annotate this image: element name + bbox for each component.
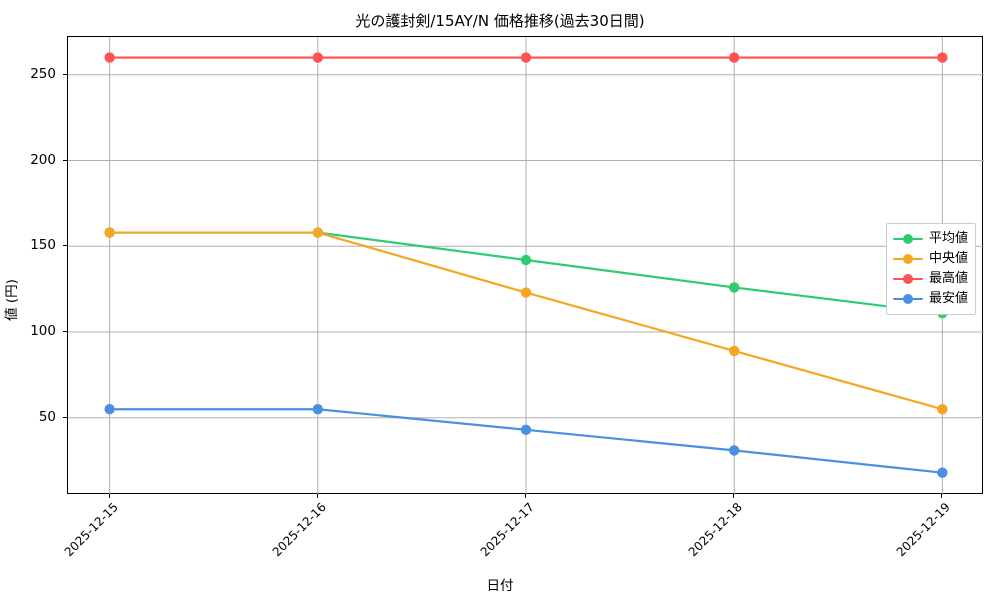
y-axis-tick-label: 100: [30, 323, 56, 340]
y-axis-tick-label: 150: [30, 237, 56, 254]
y-axis-tick-label: 50: [38, 408, 56, 425]
x-axis-tick-mark: [525, 494, 526, 498]
x-axis-tick-label: 2025-12-17: [477, 500, 537, 560]
legend-item-label: 最安値: [929, 291, 969, 306]
y-axis-tick-label: 250: [30, 65, 56, 82]
x-axis-tick-mark: [733, 494, 735, 498]
y-axis-tick-mark: [63, 73, 67, 75]
data-point: [728, 52, 740, 63]
legend-item-label: 最高値: [929, 271, 969, 286]
data-point: [312, 227, 324, 238]
y-axis-tick-mark: [63, 331, 67, 333]
y-axis-tick-labels: 50 100 150 200 250: [0, 36, 56, 494]
y-axis-tick-mark: [63, 245, 67, 247]
data-point: [728, 345, 740, 357]
data-point: [104, 404, 115, 415]
plot-area: [67, 36, 984, 495]
legend-item-label: 平均値: [929, 231, 969, 246]
data-point: [104, 227, 115, 238]
x-axis-label: 日付: [486, 578, 514, 594]
data-point: [937, 467, 948, 478]
x-axis-tick-labels: 2025-12-15 2025-12-16 2025-12-17 2025-12-18…: [61, 494, 983, 564]
chart-legend: 平均値中央値最高値最安値: [886, 223, 977, 315]
data-point: [312, 404, 324, 415]
legend-item-label: 中央値: [929, 251, 969, 266]
y-axis-tick-mark: [63, 416, 67, 418]
chart-title: 光の護封剣/15AY/N 価格推移(過去30日間): [355, 12, 645, 30]
x-axis-tick-label: 2025-12-15: [61, 500, 121, 560]
x-axis-tick-mark: [108, 494, 110, 498]
data-point: [520, 287, 532, 298]
data-point: [312, 52, 324, 63]
x-axis-tick-label: 2025-12-18: [685, 500, 746, 560]
data-point: [937, 52, 948, 63]
data-point: [520, 52, 532, 63]
x-axis-tick-label: 2025-12-16: [269, 500, 329, 560]
plot-svg: [68, 37, 984, 495]
data-point: [104, 52, 115, 63]
y-axis-tick-mark: [63, 159, 67, 161]
data-point: [728, 282, 740, 293]
x-axis-tick-label: 2025-12-19: [894, 500, 954, 560]
legend-swatch-icon: [893, 252, 923, 266]
legend-item[interactable]: 中央値: [893, 249, 968, 269]
legend-item[interactable]: 平均値: [893, 229, 968, 249]
legend-swatch-icon: [893, 292, 923, 306]
data-point: [728, 445, 740, 456]
data-point: [520, 424, 532, 436]
data-point: [937, 404, 948, 415]
legend-item[interactable]: 最高値: [893, 269, 968, 289]
legend-swatch-icon: [893, 272, 923, 286]
y-axis-tick-label: 200: [30, 151, 56, 168]
data-point: [520, 254, 532, 266]
legend-swatch-icon: [893, 232, 923, 246]
legend-item[interactable]: 最安値: [893, 289, 968, 309]
x-axis-tick-mark: [316, 494, 318, 498]
x-axis-tick-mark: [941, 494, 943, 498]
